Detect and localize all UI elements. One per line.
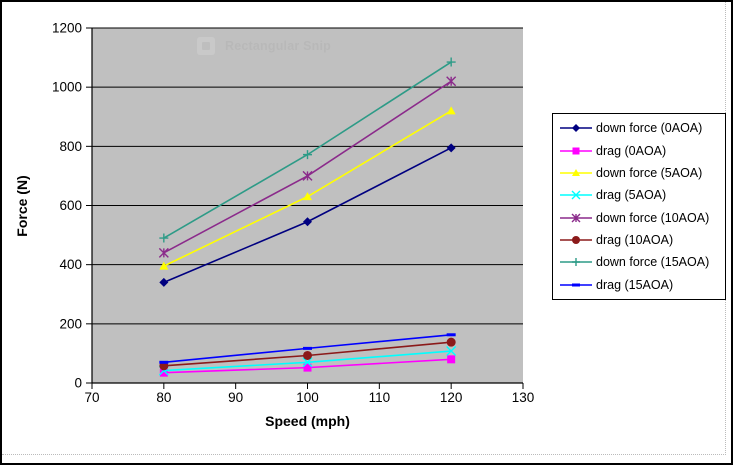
series-4-marker-120 xyxy=(446,76,457,87)
legend-marker-3 xyxy=(571,190,581,200)
legend-key-1 xyxy=(560,147,592,155)
legend-label-6: down force (15AOA) xyxy=(596,255,710,270)
legend-item-5: drag (10AOA) xyxy=(560,233,725,247)
x-tick-label-90: 90 xyxy=(228,390,243,405)
y-tick-label-0: 0 xyxy=(74,376,82,391)
legend-marker-7 xyxy=(572,283,580,287)
x-tick-label-100: 100 xyxy=(296,390,319,405)
legend-marker-1 xyxy=(572,147,580,155)
y-tick-label-400: 400 xyxy=(59,257,82,272)
legend-key-4 xyxy=(560,213,592,223)
legend-label-5: drag (10AOA) xyxy=(596,233,674,248)
series-7-marker-80 xyxy=(159,360,169,364)
x-tick-label-130: 130 xyxy=(512,390,535,405)
series-0-marker-120 xyxy=(446,143,456,153)
series-6-marker-80 xyxy=(159,233,169,243)
legend-item-2: down force (5AOA) xyxy=(560,166,725,180)
legend-item-7: drag (15AOA) xyxy=(560,278,725,292)
series-0-marker-80 xyxy=(159,277,169,287)
series-0-marker-100 xyxy=(303,217,312,227)
series-6-marker-100 xyxy=(303,150,312,160)
legend-label-4: down force (10AOA) xyxy=(596,210,710,225)
legend-label-0: down force (0AOA) xyxy=(596,121,703,136)
legend-marker-0 xyxy=(572,124,580,133)
y-tick-label-1000: 1000 xyxy=(52,80,82,95)
legend-marker-4 xyxy=(571,213,581,223)
series-2-marker-80 xyxy=(159,261,169,270)
legend-item-4: down force (10AOA) xyxy=(560,211,725,225)
legend-key-2 xyxy=(560,168,592,176)
legend-key-7 xyxy=(560,283,592,287)
legend-item-0: down force (0AOA) xyxy=(560,121,725,135)
y-axis-title: Force (N) xyxy=(14,175,30,237)
legend-key-6 xyxy=(560,258,592,267)
y-tick-label-600: 600 xyxy=(59,198,82,213)
x-tick-label-80: 80 xyxy=(156,390,171,405)
legend-key-0 xyxy=(560,124,592,133)
y-tick-label-200: 200 xyxy=(59,316,82,331)
x-tick-label-70: 70 xyxy=(84,390,99,405)
legend-item-3: drag (5AOA) xyxy=(560,188,725,202)
series-5-marker-100 xyxy=(303,350,312,360)
series-2-marker-120 xyxy=(446,106,456,115)
series-1-marker-100 xyxy=(303,363,312,372)
series-7-marker-100 xyxy=(303,346,312,350)
y-tick-label-1200: 1200 xyxy=(52,21,82,36)
legend-marker-5 xyxy=(572,236,580,245)
legend-label-7: drag (15AOA) xyxy=(596,277,674,292)
legend-key-5 xyxy=(560,236,592,245)
legend-label-2: down force (5AOA) xyxy=(596,165,703,180)
x-tick-label-120: 120 xyxy=(440,390,463,405)
series-1-marker-80 xyxy=(159,368,168,377)
legend-label-1: drag (0AOA) xyxy=(596,143,667,158)
legend-key-3 xyxy=(560,190,592,200)
series-2-marker-100 xyxy=(303,192,312,201)
series-6-marker-120 xyxy=(446,57,456,67)
x-axis-title: Speed (mph) xyxy=(265,413,350,429)
x-tick-label-110: 110 xyxy=(369,390,391,405)
series-4-marker-80 xyxy=(158,247,169,258)
legend-label-3: drag (5AOA) xyxy=(596,188,667,203)
series-3-marker-120 xyxy=(446,346,457,357)
series-7-marker-120 xyxy=(446,333,456,337)
series-4-marker-100 xyxy=(302,170,313,181)
watermark-label: Rectangular Snip xyxy=(225,39,331,53)
rectangular-snip-icon xyxy=(197,37,215,55)
legend-item-1: drag (0AOA) xyxy=(560,144,725,158)
rectangular-snip-watermark: Rectangular Snip xyxy=(197,37,331,55)
legend-marker-2 xyxy=(572,168,580,176)
series-5-marker-120 xyxy=(446,337,456,347)
legend-item-6: down force (15AOA) xyxy=(560,255,725,269)
series-3-marker-100 xyxy=(302,357,313,368)
chart-legend: down force (0AOA) drag (0AOA) down force (… xyxy=(552,113,726,300)
series-1-marker-120 xyxy=(447,355,456,364)
legend-marker-6 xyxy=(572,258,580,267)
y-tick-label-800: 800 xyxy=(59,139,82,154)
